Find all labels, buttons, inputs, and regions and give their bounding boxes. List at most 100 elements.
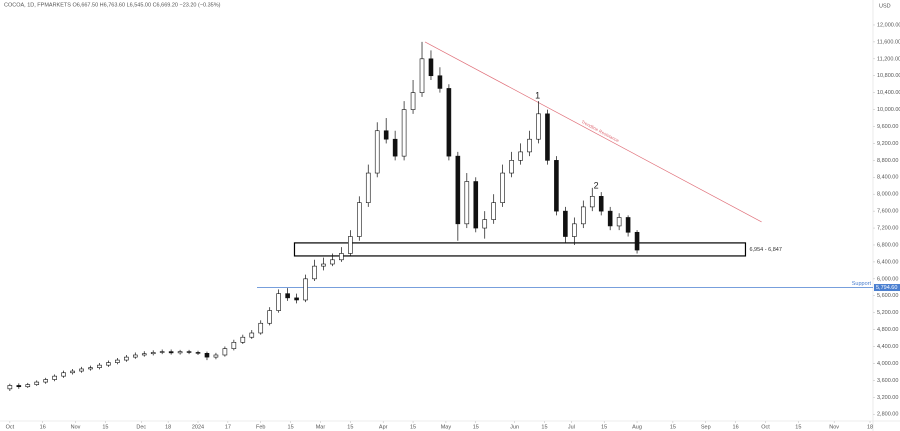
x-tick-label: Nov — [829, 424, 839, 430]
y-tick-label: 6,000.00 — [877, 276, 898, 282]
x-tick-label: 15 — [347, 424, 353, 430]
x-tick-label: 18 — [867, 424, 873, 430]
candle-body — [589, 196, 595, 208]
x-tick-label: 15 — [601, 424, 607, 430]
candle-body — [150, 352, 156, 355]
chart-title: COCOA, 1D, FPMARKETS O6,667.50 H6,763.60… — [4, 2, 221, 8]
trendline — [424, 41, 762, 223]
candle-body — [401, 109, 407, 157]
candle-body — [527, 138, 532, 153]
candle-body — [213, 354, 219, 358]
candle-body — [159, 351, 165, 353]
candle-body — [482, 219, 488, 229]
candle-body — [168, 351, 174, 354]
y-tick-label: 4,400.00 — [877, 344, 898, 350]
candle-body — [428, 58, 434, 77]
candle-body — [419, 58, 425, 93]
candle-body — [464, 181, 470, 225]
candle-body — [598, 196, 604, 212]
candle-body — [563, 210, 568, 237]
y-tick-label: 11,200.00 — [877, 56, 900, 62]
x-tick-label: Apr — [379, 424, 388, 430]
candle-body — [222, 348, 228, 356]
candle-body — [124, 356, 129, 361]
candle-body — [625, 217, 631, 233]
candle-body — [330, 259, 335, 265]
support-value-label: 5,794.60 — [876, 285, 897, 291]
x-tick-label: Feb — [256, 424, 265, 430]
candle-body — [321, 263, 326, 267]
candle-body — [79, 368, 84, 372]
candle-body — [536, 113, 541, 140]
candle-body — [634, 231, 640, 251]
candle-body — [285, 293, 290, 299]
y-tick-label: 4,000.00 — [877, 361, 898, 367]
y-tick-label: 10,000.00 — [877, 107, 900, 113]
candle-body — [204, 353, 210, 358]
x-tick-label: Sep — [701, 424, 711, 430]
candle-body — [34, 381, 40, 385]
candle-body — [491, 202, 496, 220]
candle-body — [115, 359, 120, 363]
zone — [293, 242, 747, 257]
candle-body — [607, 210, 613, 227]
candle-body — [339, 253, 344, 261]
support-label: Support — [852, 281, 872, 287]
y-tick-label: 9,200.00 — [877, 141, 898, 147]
x-tick-label: 15 — [541, 424, 547, 430]
y-tick-label: 8,800.00 — [877, 158, 898, 164]
candle-body — [43, 379, 48, 383]
y-tick-label: 5,600.00 — [877, 293, 898, 299]
candle-body — [249, 332, 255, 338]
candle-body — [141, 353, 147, 356]
candle-body — [446, 88, 452, 157]
candle-body — [500, 172, 505, 203]
candle-body — [195, 352, 201, 354]
y-tick-label: 7,600.00 — [877, 209, 898, 215]
y-tick-label: 3,600.00 — [877, 378, 898, 384]
x-tick-label: 15 — [410, 424, 416, 430]
x-tick-label: 2024 — [192, 424, 204, 430]
y-tick-label: 4,800.00 — [877, 327, 898, 333]
candle-body — [88, 367, 93, 370]
candle-body — [303, 278, 308, 301]
x-tick-label: Jul — [568, 424, 575, 430]
y-tick-label: 3,200.00 — [877, 395, 898, 401]
annotation: 2 — [594, 180, 599, 190]
candle-body — [572, 223, 577, 237]
candle-body — [132, 354, 138, 358]
candle-body — [97, 364, 102, 368]
annotation: 1 — [535, 90, 540, 100]
candle-body — [356, 202, 362, 237]
candle-body — [61, 372, 66, 377]
x-tick-label: 15 — [473, 424, 479, 430]
x-tick-label: Nov — [71, 424, 81, 430]
x-tick-label: Oct — [761, 424, 770, 430]
candle-body — [258, 322, 264, 334]
x-tick-label: Oct — [6, 424, 15, 430]
candle-body — [276, 293, 281, 311]
candle-body — [7, 385, 13, 390]
x-tick-label: 15 — [670, 424, 676, 430]
y-tick-label: 12,000.00 — [877, 22, 900, 28]
x-tick-label: 15 — [102, 424, 108, 430]
y-tick-label: 10,800.00 — [877, 73, 900, 79]
y-tick-label: 7,200.00 — [877, 226, 898, 232]
candle-body — [294, 297, 299, 301]
zone-label: 6,954 - 6,847 — [749, 247, 781, 253]
y-tick-label: 2,800.00 — [877, 412, 898, 418]
y-axis-label: USD — [879, 3, 891, 9]
x-tick-label: Aug — [632, 424, 642, 430]
x-tick-label: Jun — [510, 424, 519, 430]
x-tick-label: 17 — [225, 424, 231, 430]
y-tick-label: 8,000.00 — [877, 192, 898, 198]
candle-body — [509, 160, 514, 174]
y-tick-label: 6,800.00 — [877, 242, 898, 248]
candle-body — [240, 336, 246, 343]
y-tick-label: 8,400.00 — [877, 175, 898, 181]
candle-body — [437, 75, 443, 89]
candle-body — [348, 236, 353, 254]
x-tick-label: 16 — [733, 424, 739, 430]
